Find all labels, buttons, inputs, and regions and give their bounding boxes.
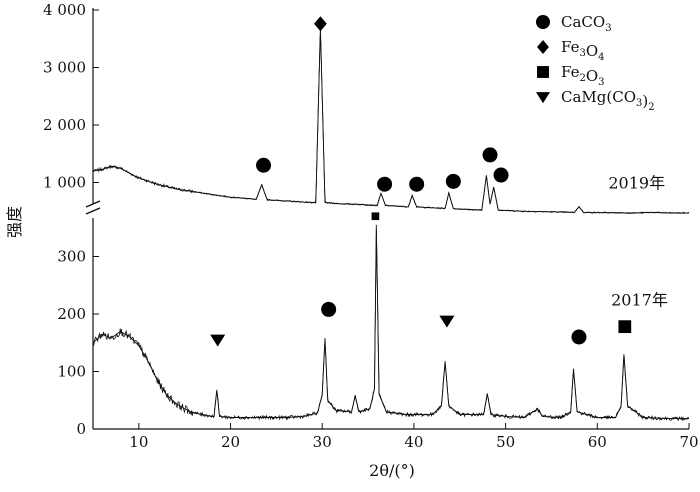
axis-break-mark — [85, 207, 101, 215]
x-tick-label: 40 — [404, 433, 423, 451]
square-marker — [618, 320, 632, 334]
circle-marker — [377, 176, 393, 192]
circle-marker — [321, 301, 337, 317]
y-tick-label: 300 — [57, 248, 86, 266]
x-tick-label: 70 — [679, 433, 698, 451]
axes: 10 20 30 40 50 60 70 1 000 2 000 3 000 4 000 0 100 20… — [43, 1, 699, 451]
series-annotation: 2019年 — [608, 173, 665, 192]
marker-layer — [210, 16, 632, 347]
x-tick-label: 50 — [496, 433, 515, 451]
legend-triangle-down-icon — [536, 92, 550, 104]
x-tick-label: 10 — [129, 433, 148, 451]
circle-marker — [571, 329, 587, 345]
legend-diamond-icon — [537, 40, 549, 54]
triangle-down-marker — [210, 334, 226, 347]
y-tick-label: 1 000 — [43, 174, 86, 192]
legend-circle-icon — [536, 15, 550, 29]
y-tick-label: 200 — [57, 305, 86, 323]
circle-marker — [256, 157, 272, 173]
series-annotation: 2017年 — [611, 290, 668, 309]
legend-square-icon — [537, 66, 549, 78]
circle-marker — [493, 167, 509, 183]
axis-break-mark — [85, 200, 101, 208]
circle-marker — [409, 176, 425, 192]
triangle-down-marker — [439, 315, 455, 328]
diamond-marker — [314, 16, 327, 32]
y-axis-label: 强度 — [5, 206, 24, 238]
square-marker — [371, 212, 380, 221]
series-line-bottom — [92, 229, 689, 422]
y-tick-label: 3 000 — [43, 59, 86, 77]
legend-label: CaCO3 — [561, 13, 612, 34]
x-tick-label: 30 — [313, 433, 332, 451]
y-tick-label: 0 — [76, 420, 86, 438]
circle-marker — [482, 147, 498, 163]
series-peaks-bottom — [92, 224, 689, 420]
series-peaks-top — [92, 27, 689, 214]
y-tick-label: 100 — [57, 363, 86, 381]
x-axis-label: 2θ/(°) — [369, 461, 415, 480]
x-tick-label: 20 — [221, 433, 240, 451]
legend-label: Fe3O4 — [561, 38, 605, 63]
series-layer: 2019年 2017年 — [92, 27, 690, 422]
legend-label: Fe2O3 — [561, 63, 605, 88]
y-tick-label: 4 000 — [43, 1, 86, 19]
y-tick-label: 2 000 — [43, 116, 86, 134]
legend-label: CaMg(CO3)2 — [561, 88, 655, 113]
circle-marker — [445, 173, 461, 189]
x-tick-label: 60 — [588, 433, 607, 451]
